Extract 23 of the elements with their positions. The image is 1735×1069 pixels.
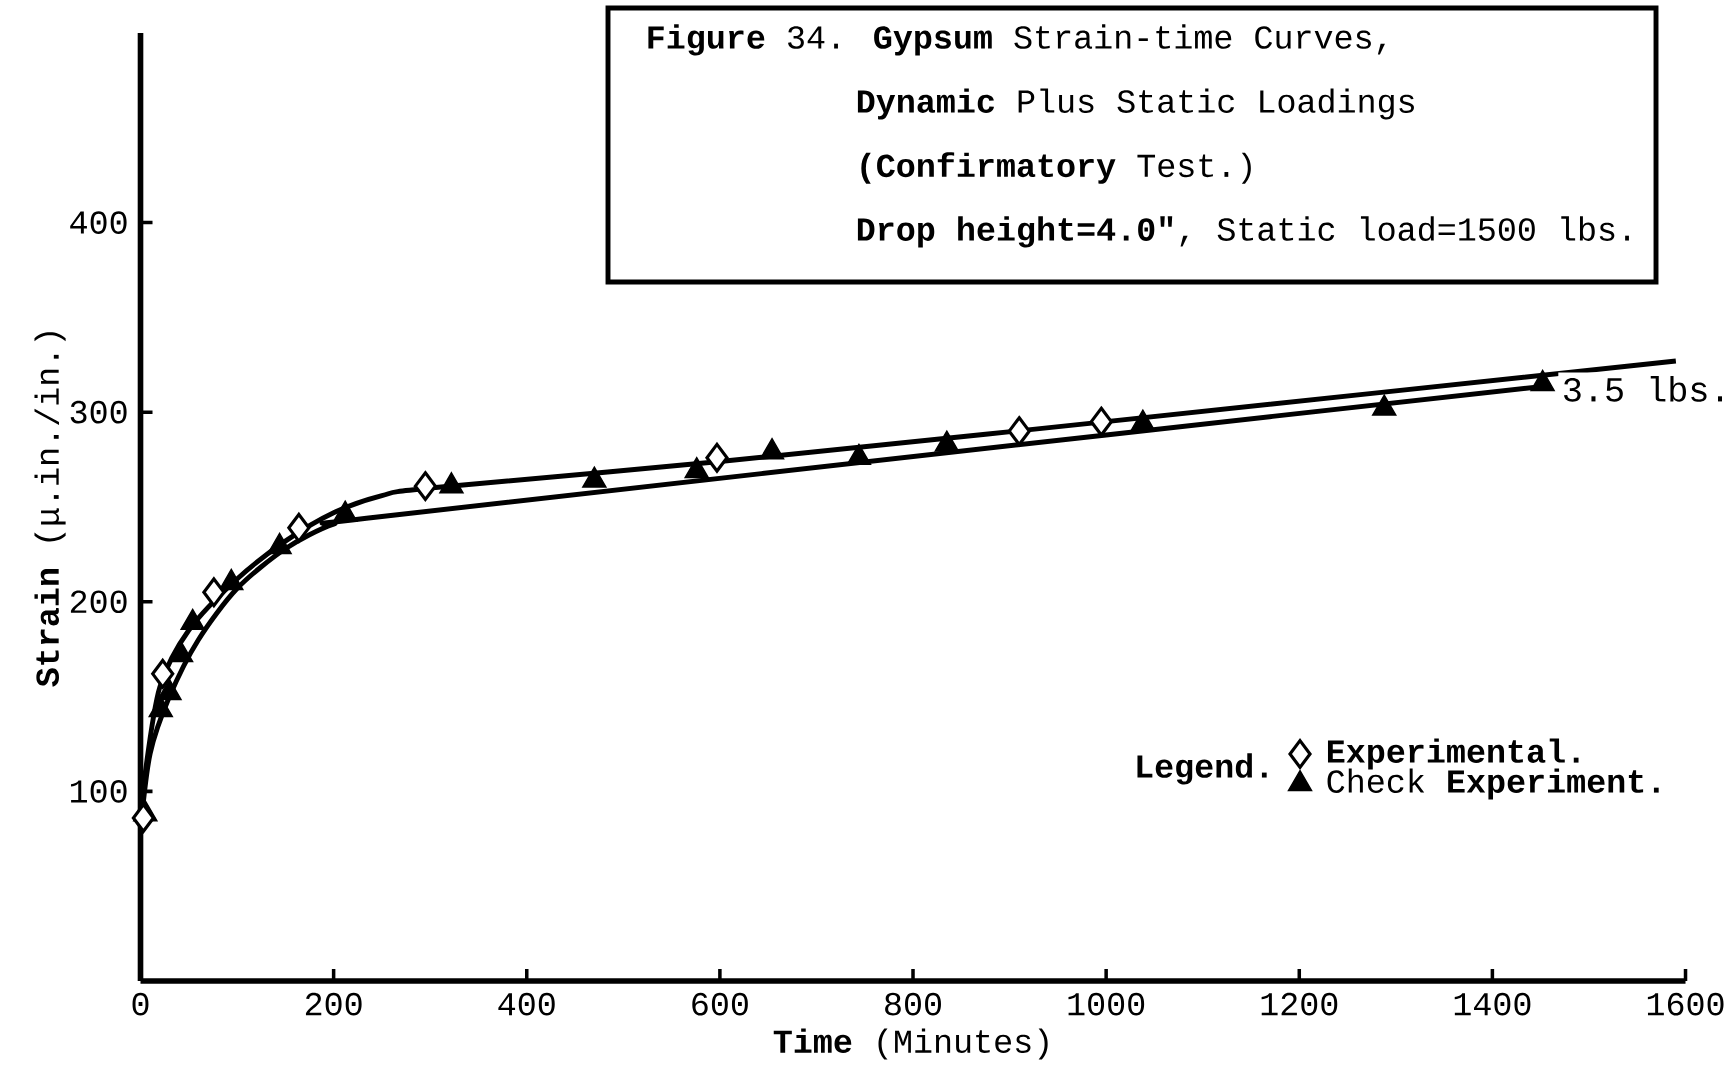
x-tick-label: 1600	[1647, 992, 1724, 1016]
x-tick-label: 400	[498, 992, 555, 1016]
y-axis-title: Strain (μ.in./in.)	[34, 332, 66, 687]
x-tick-label: 600	[692, 992, 748, 1016]
x-tick-label: 0	[132, 992, 149, 1016]
annotation: Drop height=4.0", Static load=1500 lbs.	[857, 216, 1629, 248]
x-tick-label: 800	[885, 992, 941, 1016]
x-tick-label: 1400	[1454, 992, 1531, 1016]
y-tick-label: 400	[70, 211, 127, 234]
annotation: (Confirmatory Test.)	[861, 152, 1251, 184]
x-axis-title: Time (Minutes)	[773, 1028, 1048, 1060]
chart-title: Figure 34. Gypsum Strain-time Curves,	[648, 24, 1385, 56]
x-tick-label: 1000	[1068, 992, 1145, 1016]
y-tick-label: 300	[70, 400, 127, 424]
legend-label: Check Experiment.	[1327, 768, 1659, 800]
legend-title: Legend.	[1137, 753, 1267, 785]
y-tick-label: 100	[70, 780, 127, 803]
legend-label: Experimental.	[1327, 738, 1579, 770]
x-tick-label: 200	[305, 992, 362, 1016]
x-tick-label: 1200	[1261, 992, 1338, 1016]
text: Dynamic Plus Static Loadings	[857, 88, 1414, 120]
y-tick-label: 200	[70, 590, 127, 614]
annotation: 3.5 lbs.	[1564, 375, 1722, 402]
